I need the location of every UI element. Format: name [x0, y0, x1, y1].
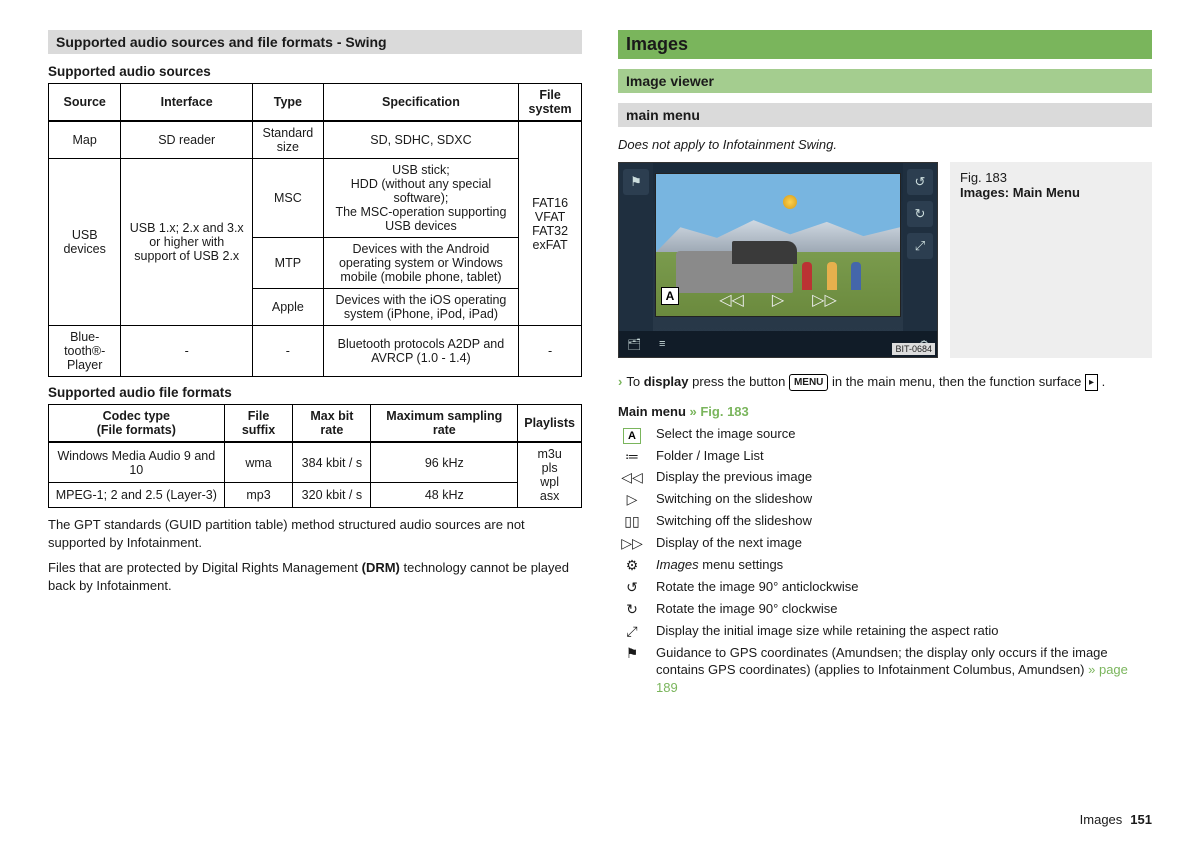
- rotate-ccw-icon[interactable]: ↺: [907, 169, 933, 195]
- marker-a-icon: A: [623, 428, 641, 444]
- images-function-icon: ▸: [1085, 374, 1098, 391]
- source-icon[interactable]: 🗂: [627, 338, 641, 351]
- legend-fit: Display the initial image size while ret…: [656, 622, 1152, 641]
- pause-icon: ▯▯: [618, 512, 646, 531]
- fig-right-sidebar: ↺ ↻ ⤢: [903, 163, 937, 357]
- legend-settings: Images menu settings: [656, 556, 1152, 575]
- table1-title: Supported audio sources: [48, 64, 582, 79]
- prev-icon[interactable]: ◁◁: [719, 290, 744, 310]
- figure-row: ⚑ ↺ ↻ ⤢ A ◁◁ ▷ ▷▷: [618, 162, 1152, 358]
- rotate-ccw-icon: ↺: [618, 578, 646, 597]
- legend-list: A Select the image source ≔ Folder / Ima…: [618, 425, 1152, 697]
- figure-183: ⚑ ↺ ↻ ⤢ A ◁◁ ▷ ▷▷: [618, 162, 938, 358]
- audio-sources-table: Source Interface Type Specification File…: [48, 83, 582, 377]
- legend-pause: Switching off the slideshow: [656, 512, 1152, 531]
- fit-icon: ⤢: [618, 622, 646, 641]
- next-icon[interactable]: ▷▷: [812, 290, 837, 310]
- images-title: Images: [618, 30, 1152, 59]
- legend-cw: Rotate the image 90° clockwise: [656, 600, 1152, 619]
- marker-a: A: [661, 287, 679, 305]
- fig-bottombar: 🗂 ≡ ⚙: [619, 331, 937, 357]
- legend-source: Select the image source: [656, 425, 1152, 444]
- play-icon[interactable]: ▷: [772, 290, 784, 310]
- drm-note: Files that are protected by Digital Righ…: [48, 559, 582, 594]
- gear-icon: ⚙: [618, 556, 646, 575]
- audio-formats-table: Codec type (File formats) File suffix Ma…: [48, 404, 582, 508]
- fig-left-sidebar: ⚑: [619, 163, 653, 357]
- page-footer: Images151: [1080, 812, 1152, 827]
- left-header: Supported audio sources and file formats…: [48, 30, 582, 54]
- fit-icon[interactable]: ⤢: [907, 233, 933, 259]
- right-column: Images Image viewer main menu Does not a…: [618, 30, 1152, 696]
- figure-caption: Fig. 183 Images: Main Menu: [950, 162, 1152, 358]
- table2-title: Supported audio file formats: [48, 385, 582, 400]
- image-viewer-title: Image viewer: [618, 69, 1152, 93]
- list-icon[interactable]: ≡: [659, 338, 665, 350]
- legend-ccw: Rotate the image 90° anticlockwise: [656, 578, 1152, 597]
- list-icon: ≔: [618, 447, 646, 466]
- prev-icon: ◁◁: [618, 468, 646, 487]
- gpt-note: The GPT standards (GUID partition table)…: [48, 516, 582, 551]
- gps-flag-icon: ⚑: [618, 644, 646, 697]
- main-menu-title: main menu: [618, 103, 1152, 127]
- rotate-cw-icon: ↻: [618, 600, 646, 619]
- menu-button-icon: MENU: [789, 374, 828, 391]
- legend-gps: Guidance to GPS coordinates (Amundsen; t…: [656, 644, 1152, 697]
- flag-icon[interactable]: ⚑: [623, 169, 649, 195]
- display-instruction: ›To display press the button MENU in the…: [618, 372, 1152, 392]
- play-icon: ▷: [618, 490, 646, 509]
- swing-note: Does not apply to Infotainment Swing.: [618, 137, 1152, 152]
- left-column: Supported audio sources and file formats…: [48, 30, 582, 696]
- next-icon: ▷▷: [618, 534, 646, 553]
- legend-play: Switching on the slideshow: [656, 490, 1152, 509]
- chevron-icon: ›: [618, 374, 622, 389]
- rotate-cw-icon[interactable]: ↻: [907, 201, 933, 227]
- legend-next: Display of the next image: [656, 534, 1152, 553]
- fig-playbar: A ◁◁ ▷ ▷▷: [655, 283, 901, 317]
- legend-list-item: Folder / Image List: [656, 447, 1152, 466]
- bit-tag: BIT-0684: [892, 343, 935, 355]
- legend-prev: Display the previous image: [656, 468, 1152, 487]
- main-menu-ref: Main menu » Fig. 183: [618, 404, 1152, 419]
